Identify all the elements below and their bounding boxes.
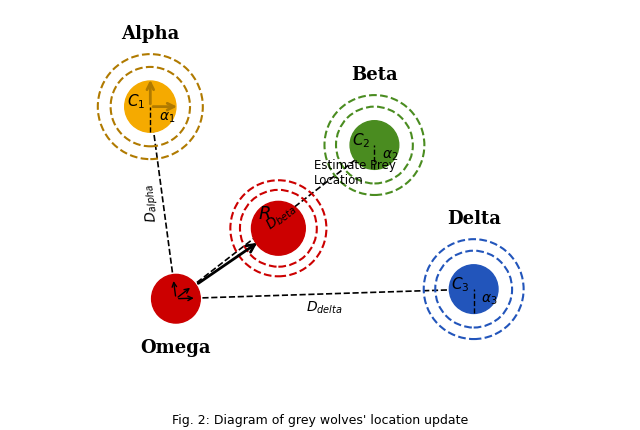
Text: $\mathit{C}_{3}$: $\mathit{C}_{3}$ xyxy=(451,275,470,294)
Text: Beta: Beta xyxy=(351,65,397,83)
Text: Estimate Prey
Location: Estimate Prey Location xyxy=(314,159,396,187)
Text: Alpha: Alpha xyxy=(121,25,179,43)
Circle shape xyxy=(252,201,305,255)
Text: $\mathit{\alpha}_{3}$: $\mathit{\alpha}_{3}$ xyxy=(481,293,498,307)
Text: $D_{alpha}$: $D_{alpha}$ xyxy=(140,182,163,223)
Text: $\mathit{C}_{1}$: $\mathit{C}_{1}$ xyxy=(127,92,145,111)
Text: $\mathit{R}$: $\mathit{R}$ xyxy=(258,205,271,223)
Text: Omega: Omega xyxy=(141,339,211,357)
Text: $\mathit{C}_{2}$: $\mathit{C}_{2}$ xyxy=(352,131,370,150)
Text: $\mathit{\alpha}_{1}$: $\mathit{\alpha}_{1}$ xyxy=(159,111,175,126)
Text: Fig. 2: Diagram of grey wolves' location update: Fig. 2: Diagram of grey wolves' location… xyxy=(172,414,468,427)
Circle shape xyxy=(449,265,498,313)
Circle shape xyxy=(152,274,200,323)
Text: $\mathit{\alpha}_{2}$: $\mathit{\alpha}_{2}$ xyxy=(382,149,399,163)
Circle shape xyxy=(125,81,176,132)
Text: $D_{beta}$: $D_{beta}$ xyxy=(263,200,300,233)
Text: $D_{delta}$: $D_{delta}$ xyxy=(307,300,343,316)
Circle shape xyxy=(350,121,399,169)
Text: Delta: Delta xyxy=(447,210,500,227)
